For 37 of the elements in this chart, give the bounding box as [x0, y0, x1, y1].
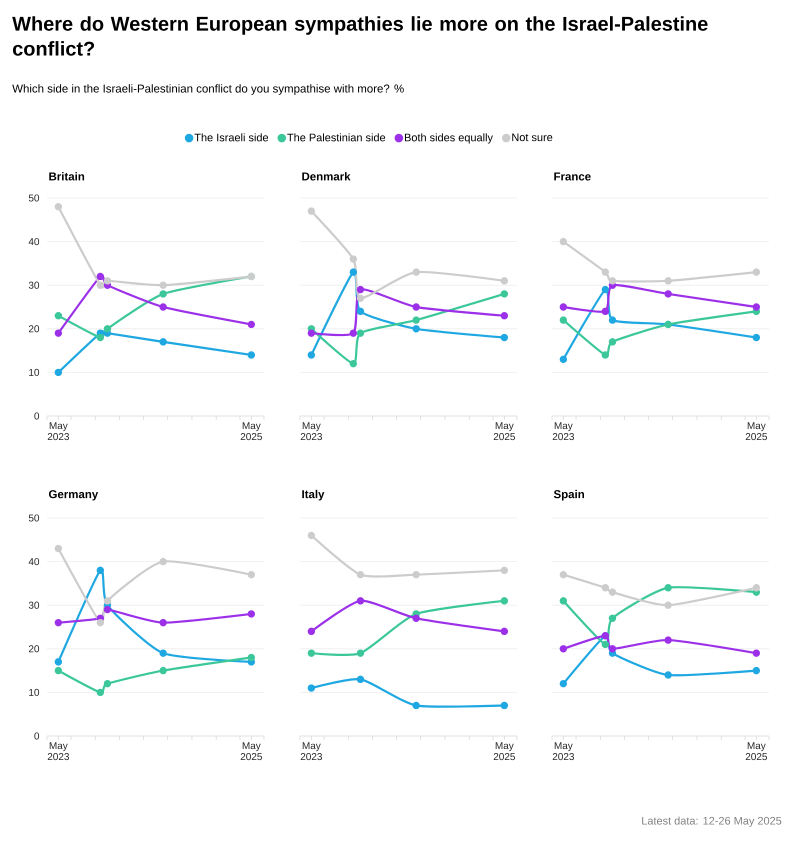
x-tick-label: May 2025: [494, 422, 515, 440]
legend-label: Not sure: [512, 134, 552, 142]
y-tick-label: 20: [28, 325, 40, 332]
chart-title: Italy: [302, 490, 324, 501]
legend-label: The Palestinian side: [287, 133, 386, 142]
y-tick-label: 50: [28, 514, 40, 522]
y-tick-label: 40: [28, 558, 40, 566]
y-tick-label: 10: [29, 688, 40, 696]
chart-title: Germany: [48, 490, 98, 501]
text: Which side in the Israeli-Palestinian conflict do you sympathise with more? %: [12, 84, 404, 95]
chart-title: France: [554, 172, 591, 180]
x-tick-label: May 2025: [240, 742, 262, 760]
y-tick-label: 50: [28, 194, 40, 202]
text: Latest data: 12-26 May 2025: [642, 816, 782, 827]
x-tick-label: May 2023: [552, 422, 574, 440]
x-tick-label: May 2023: [300, 742, 322, 760]
chart-title: Britain: [49, 172, 84, 180]
x-tick-label: May 2023: [552, 742, 574, 760]
legend-label: The Israeli side: [194, 133, 268, 142]
y-tick-label: 0: [34, 732, 40, 740]
text: Where do Western European sympathies lie more on the Israel-Palestine conflict?: [12, 16, 708, 56]
y-tick-label: 40: [28, 238, 40, 246]
y-tick-label: 0: [34, 412, 40, 420]
x-tick-label: May 2023: [300, 422, 322, 440]
y-tick-label: 30: [28, 282, 40, 289]
chart-title: Denmark: [302, 172, 351, 180]
x-tick-label: May 2025: [240, 422, 262, 440]
y-tick-label: 30: [28, 602, 40, 609]
y-tick-label: 20: [28, 645, 40, 652]
x-tick-label: May 2025: [746, 742, 767, 760]
legend-label: Both sides equally: [404, 133, 493, 144]
x-tick-label: May 2025: [746, 422, 767, 440]
chart-title: Spain: [554, 490, 584, 501]
x-tick-label: May 2025: [494, 742, 515, 760]
x-tick-label: May 2023: [48, 422, 69, 440]
y-tick-label: 10: [29, 368, 40, 376]
x-tick-label: May 2023: [48, 742, 69, 760]
